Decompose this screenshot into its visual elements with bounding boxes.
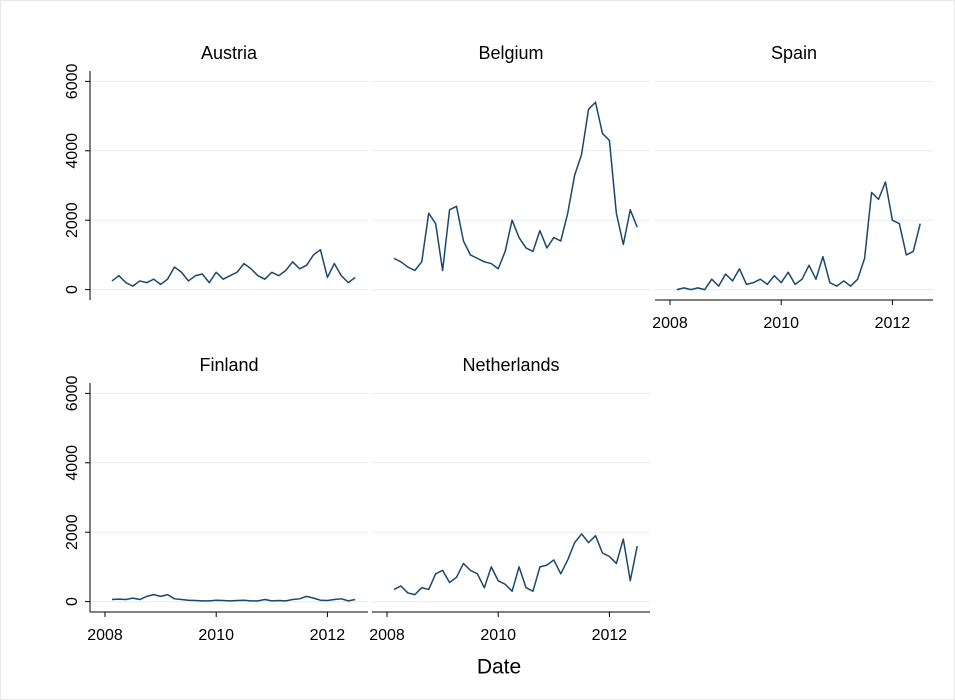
y-tick-label: 6000 [64, 376, 81, 412]
x-tick-label: 2008 [87, 627, 123, 644]
x-tick-label: 2012 [875, 315, 911, 332]
panel-title: Belgium [478, 43, 543, 63]
data-line [393, 101, 638, 272]
panel-title: Austria [201, 43, 258, 63]
x-tick-label: 2008 [369, 627, 405, 644]
y-tick-label: 6000 [64, 64, 81, 100]
x-axis-label: Date [477, 656, 521, 679]
y-tick-label: 4000 [64, 133, 81, 169]
x-tick-label: 2010 [763, 315, 799, 332]
y-tick-label: 4000 [64, 445, 81, 481]
y-tick-label: 2000 [64, 514, 81, 550]
x-tick-label: 2008 [652, 315, 688, 332]
panel-title: Netherlands [462, 355, 559, 375]
data-line [393, 533, 638, 596]
y-tick-label: 2000 [64, 202, 81, 238]
x-tick-label: 2012 [592, 627, 628, 644]
panel-title: Spain [771, 43, 817, 63]
data-line [111, 248, 356, 287]
x-tick-label: 2010 [480, 627, 516, 644]
x-tick-label: 2012 [310, 627, 346, 644]
y-tick-label: 0 [64, 285, 81, 294]
y-tick-label: 0 [64, 597, 81, 606]
x-tick-label: 2010 [198, 627, 234, 644]
data-line [111, 593, 356, 602]
data-line [676, 181, 921, 291]
panel-title: Finland [199, 355, 258, 375]
